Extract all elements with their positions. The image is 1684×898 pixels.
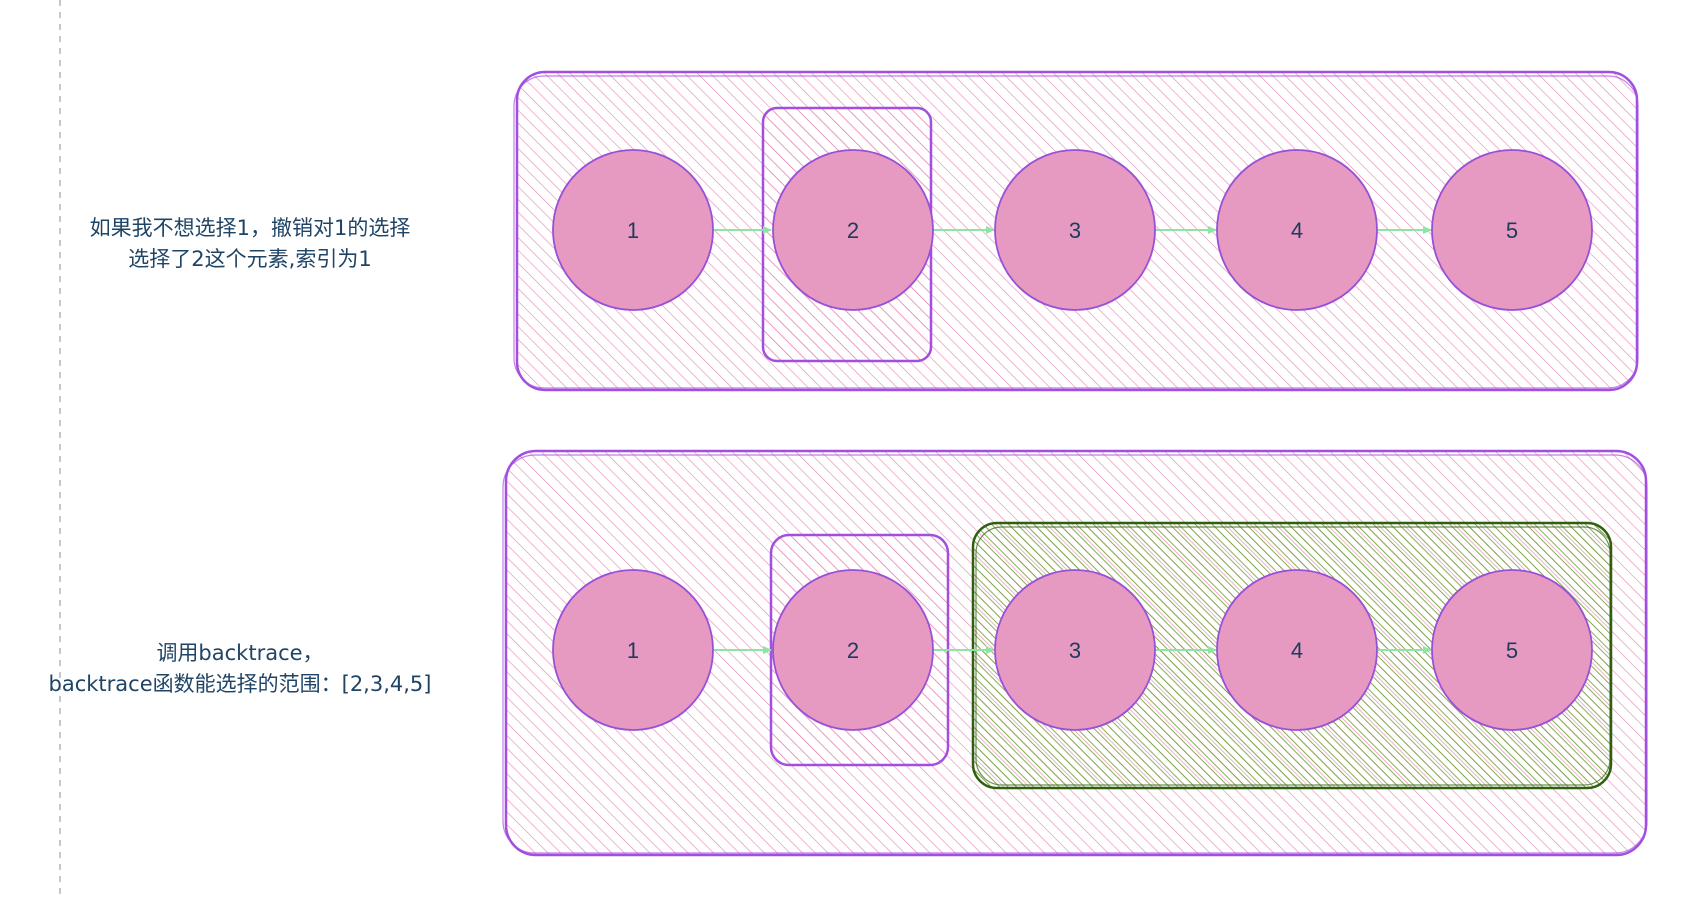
row-2-node-1: 1 <box>552 569 714 731</box>
row-2-node-1-label: 1 <box>627 638 639 663</box>
row-1-caption-line-2: 选择了2这个元素,索引为1 <box>128 247 371 271</box>
row-1-node-2-label: 2 <box>847 218 859 243</box>
row-1-node-5: 5 <box>1431 149 1593 311</box>
row-1-caption-line-1: 如果我不想选择1，撤销对1的选择 <box>90 216 411 240</box>
row-1-node-2: 2 <box>772 149 934 311</box>
row-2-caption-line-2: backtrace函数能选择的范围：[2,3,4,5] <box>49 672 432 696</box>
row-2-node-4-label: 4 <box>1291 638 1303 663</box>
row-2-node-4: 4 <box>1216 569 1378 731</box>
row-2-node-2: 2 <box>772 569 934 731</box>
row-1-node-1: 1 <box>552 149 714 311</box>
row-1-node-3: 3 <box>994 149 1156 311</box>
row-2-outer-box-sketch <box>502 454 1648 854</box>
row-1-node-4: 4 <box>1216 149 1378 311</box>
row-1-node-5-label: 5 <box>1506 218 1518 243</box>
row-2: 1 2 3 4 5 调用backtrace， backtrace函数能选择的范围… <box>49 449 1648 857</box>
row-2-node-3-label: 3 <box>1069 638 1081 663</box>
row-2-caption-line-1: 调用backtrace， <box>156 641 323 665</box>
row-2-node-5-label: 5 <box>1506 638 1518 663</box>
row-2-node-2-label: 2 <box>847 638 859 663</box>
row-2-choice-range-box-sketch <box>975 526 1611 786</box>
row-1-node-4-label: 4 <box>1291 218 1303 243</box>
row-2-node-5: 5 <box>1431 569 1593 731</box>
row-1-node-3-label: 3 <box>1069 218 1081 243</box>
row-1-outer-box-sketch <box>513 75 1639 389</box>
row-1: 1 2 3 4 5 如果我不想选择1，撤销对1的选择 选择了2这个元素,索引为1 <box>90 70 1639 392</box>
row-2-node-3: 3 <box>994 569 1156 731</box>
row-1-node-1-label: 1 <box>627 218 639 243</box>
